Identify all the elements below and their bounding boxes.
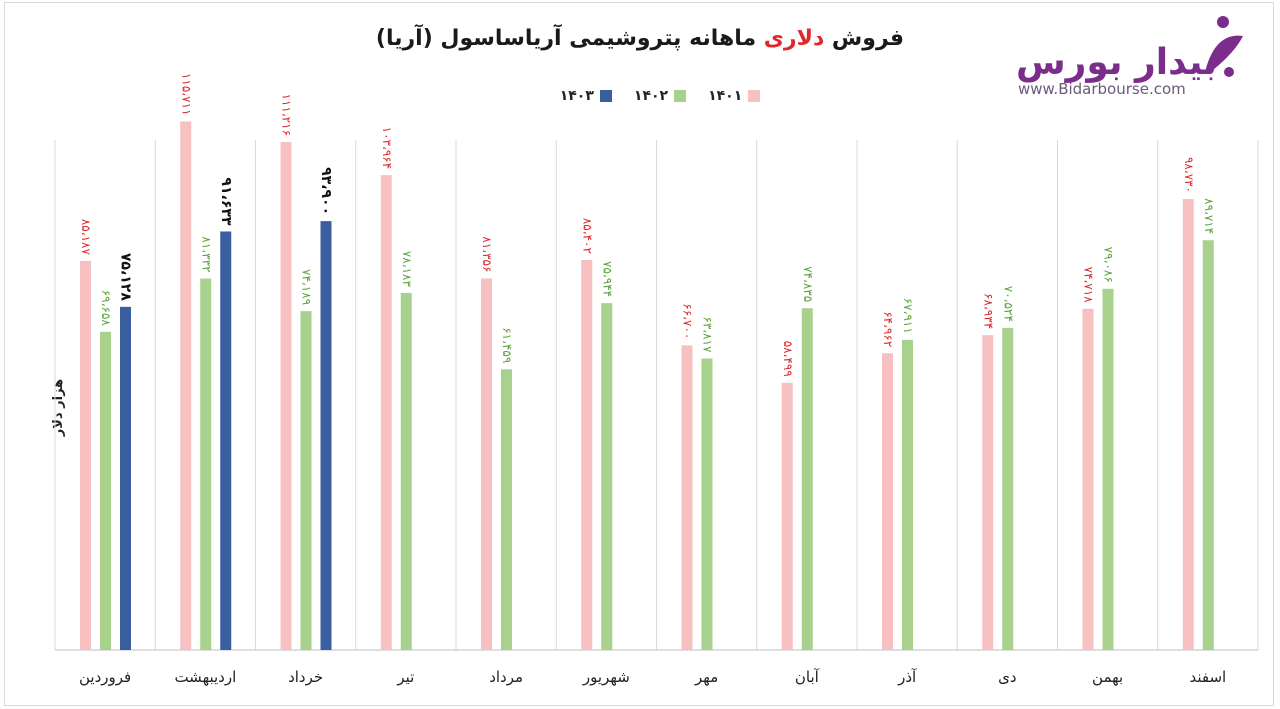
data-label: ۱۰۳،۹۶۴ [380,127,394,170]
data-label: ۸۱،۳۵۶ [480,236,494,272]
data-label: ۷۴،۷۱۸ [1082,267,1096,304]
data-label: ۹۳،۹۰۰ [318,167,334,215]
bar-۱۴۰۱-اسفند [1182,199,1194,651]
legend-swatch-1402 [674,90,687,102]
data-label: ۵۸،۴۹۹ [781,341,795,377]
legend-label-1403: ۱۴۰۳ [559,88,594,104]
x-tick-label: اردیبهشت [174,668,236,686]
bar-۱۴۰۲-شهریور [601,303,613,650]
x-tick-label: خرداد [288,668,323,686]
bar-۱۴۰۱-فروردین [80,260,91,650]
data-label: ۹۸،۷۳۰ [1182,157,1196,193]
chart-title: فروش دلاری ماهانه پتروشیمی آریاساسول (آر… [300,26,980,51]
legend-swatch-1401 [748,90,761,102]
bar-۱۴۰۳-اردیبهشت [220,231,232,650]
bar-۱۴۰۲-دی [1002,327,1014,650]
legend-label-1402: ۱۴۰۲ [633,88,669,104]
bar-۱۴۰۱-شهریور [581,259,593,650]
x-tick-label: آبان [795,668,820,686]
data-label: ۷۵،۹۴۴ [600,261,614,297]
x-tick-label: مرداد [489,668,523,686]
bar-۱۴۰۱-مهر [681,345,693,650]
data-label: ۷۴،۱۸۹ [300,269,314,305]
data-label: ۸۵،۱۸۷ [79,219,93,256]
x-tick-label: بهمن [1092,668,1123,686]
data-label: ۶۷،۹۱۱ [901,298,915,334]
data-label: ۷۰،۵۲۴ [1001,286,1015,322]
chart-legend: ۱۴۰۱ ۱۴۰۲ ۱۴۰۳ [540,86,780,106]
chart-title-part1: فروش [824,26,905,51]
x-tick-label: فروردین [79,668,131,686]
bar-۱۴۰۱-تیر [380,175,392,650]
brand-logo: بیدار بورس www.Bidarbourse.com [1010,10,1260,105]
chart-frame [4,2,1274,706]
bar-۱۴۰۳-فروردین [120,306,131,650]
data-label: ۸۵،۴۰۲ [580,218,594,254]
bar-۱۴۰۱-آبان [781,382,793,650]
data-label: ۷۹،۰۸۶ [1102,247,1116,283]
data-label: ۶۳،۸۱۷ [701,316,715,353]
x-tick-label: آذر [897,668,917,686]
bar-۱۴۰۱-آذر [882,353,893,650]
bar-۱۴۰۲-فروردین [100,331,111,650]
x-tick-label: اسفند [1190,668,1227,686]
brand-mark-icon [1205,16,1243,77]
brand-name: بیدار بورس [1016,42,1218,83]
bar-۱۴۰۱-دی [982,335,994,650]
data-label: ۸۹،۷۱۴ [1202,198,1216,234]
data-label: ۷۸،۱۸۳ [400,251,414,288]
x-tick-label: تیر [396,668,414,686]
data-label: ۹۱،۶۳۳ [218,177,234,225]
bar-۱۴۰۲-بهمن [1102,288,1114,650]
chart-title-highlight: دلاری [763,26,825,51]
bar-۱۴۰۲-آذر [902,339,913,650]
brand-url: www.Bidarbourse.com [1018,80,1186,98]
legend-item-1401: ۱۴۰۱ [708,86,761,106]
bar-۱۴۰۱-خرداد [280,142,292,651]
data-label: ۷۴،۸۳۵ [801,266,815,302]
bar-۱۴۰۲-مرداد [501,369,512,650]
bar-۱۴۰۱-اردیبهشت [180,121,192,650]
data-label: ۶۸،۹۳۴ [981,293,995,329]
data-label: ۱۱۱،۲۱۶ [280,93,294,136]
bar-۱۴۰۲-خرداد [300,311,312,650]
bar-۱۴۰۲-تیر [400,292,412,650]
legend-item-1403: ۱۴۰۳ [560,86,612,106]
data-label: ۸۱،۳۳۲ [199,236,213,272]
legend-swatch-1403 [599,90,612,102]
bar-۱۴۰۲-آبان [801,308,813,650]
x-tick-label: شهریور [582,668,630,686]
legend-item-1402: ۱۴۰۲ [633,86,687,106]
bar-۱۴۰۱-بهمن [1082,308,1094,650]
data-label: ۶۱،۴۵۹ [500,327,514,363]
x-tick-label: دی [998,668,1016,686]
bar-۱۴۰۳-خرداد [320,221,332,650]
bar-۱۴۰۱-مرداد [481,278,492,650]
bar-۱۴۰۲-اسفند [1202,240,1214,651]
data-label: ۶۹،۶۵۸ [99,290,113,327]
legend-label-1401: ۱۴۰۱ [708,88,743,104]
x-tick-label: مهر [694,668,718,686]
data-label: ۱۱۵،۷۱۱ [179,73,193,116]
data-label: ۷۵،۱۲۸ [118,253,134,301]
bar-۱۴۰۲-اردیبهشت [200,278,212,650]
data-label: ۶۶،۷۰۰ [681,303,695,339]
data-label: ۶۴،۹۶۲ [881,311,895,347]
bar-۱۴۰۲-مهر [701,358,713,650]
chart-title-part2: ماهانه پتروشیمی آریاساسول (آریا) [375,26,764,51]
